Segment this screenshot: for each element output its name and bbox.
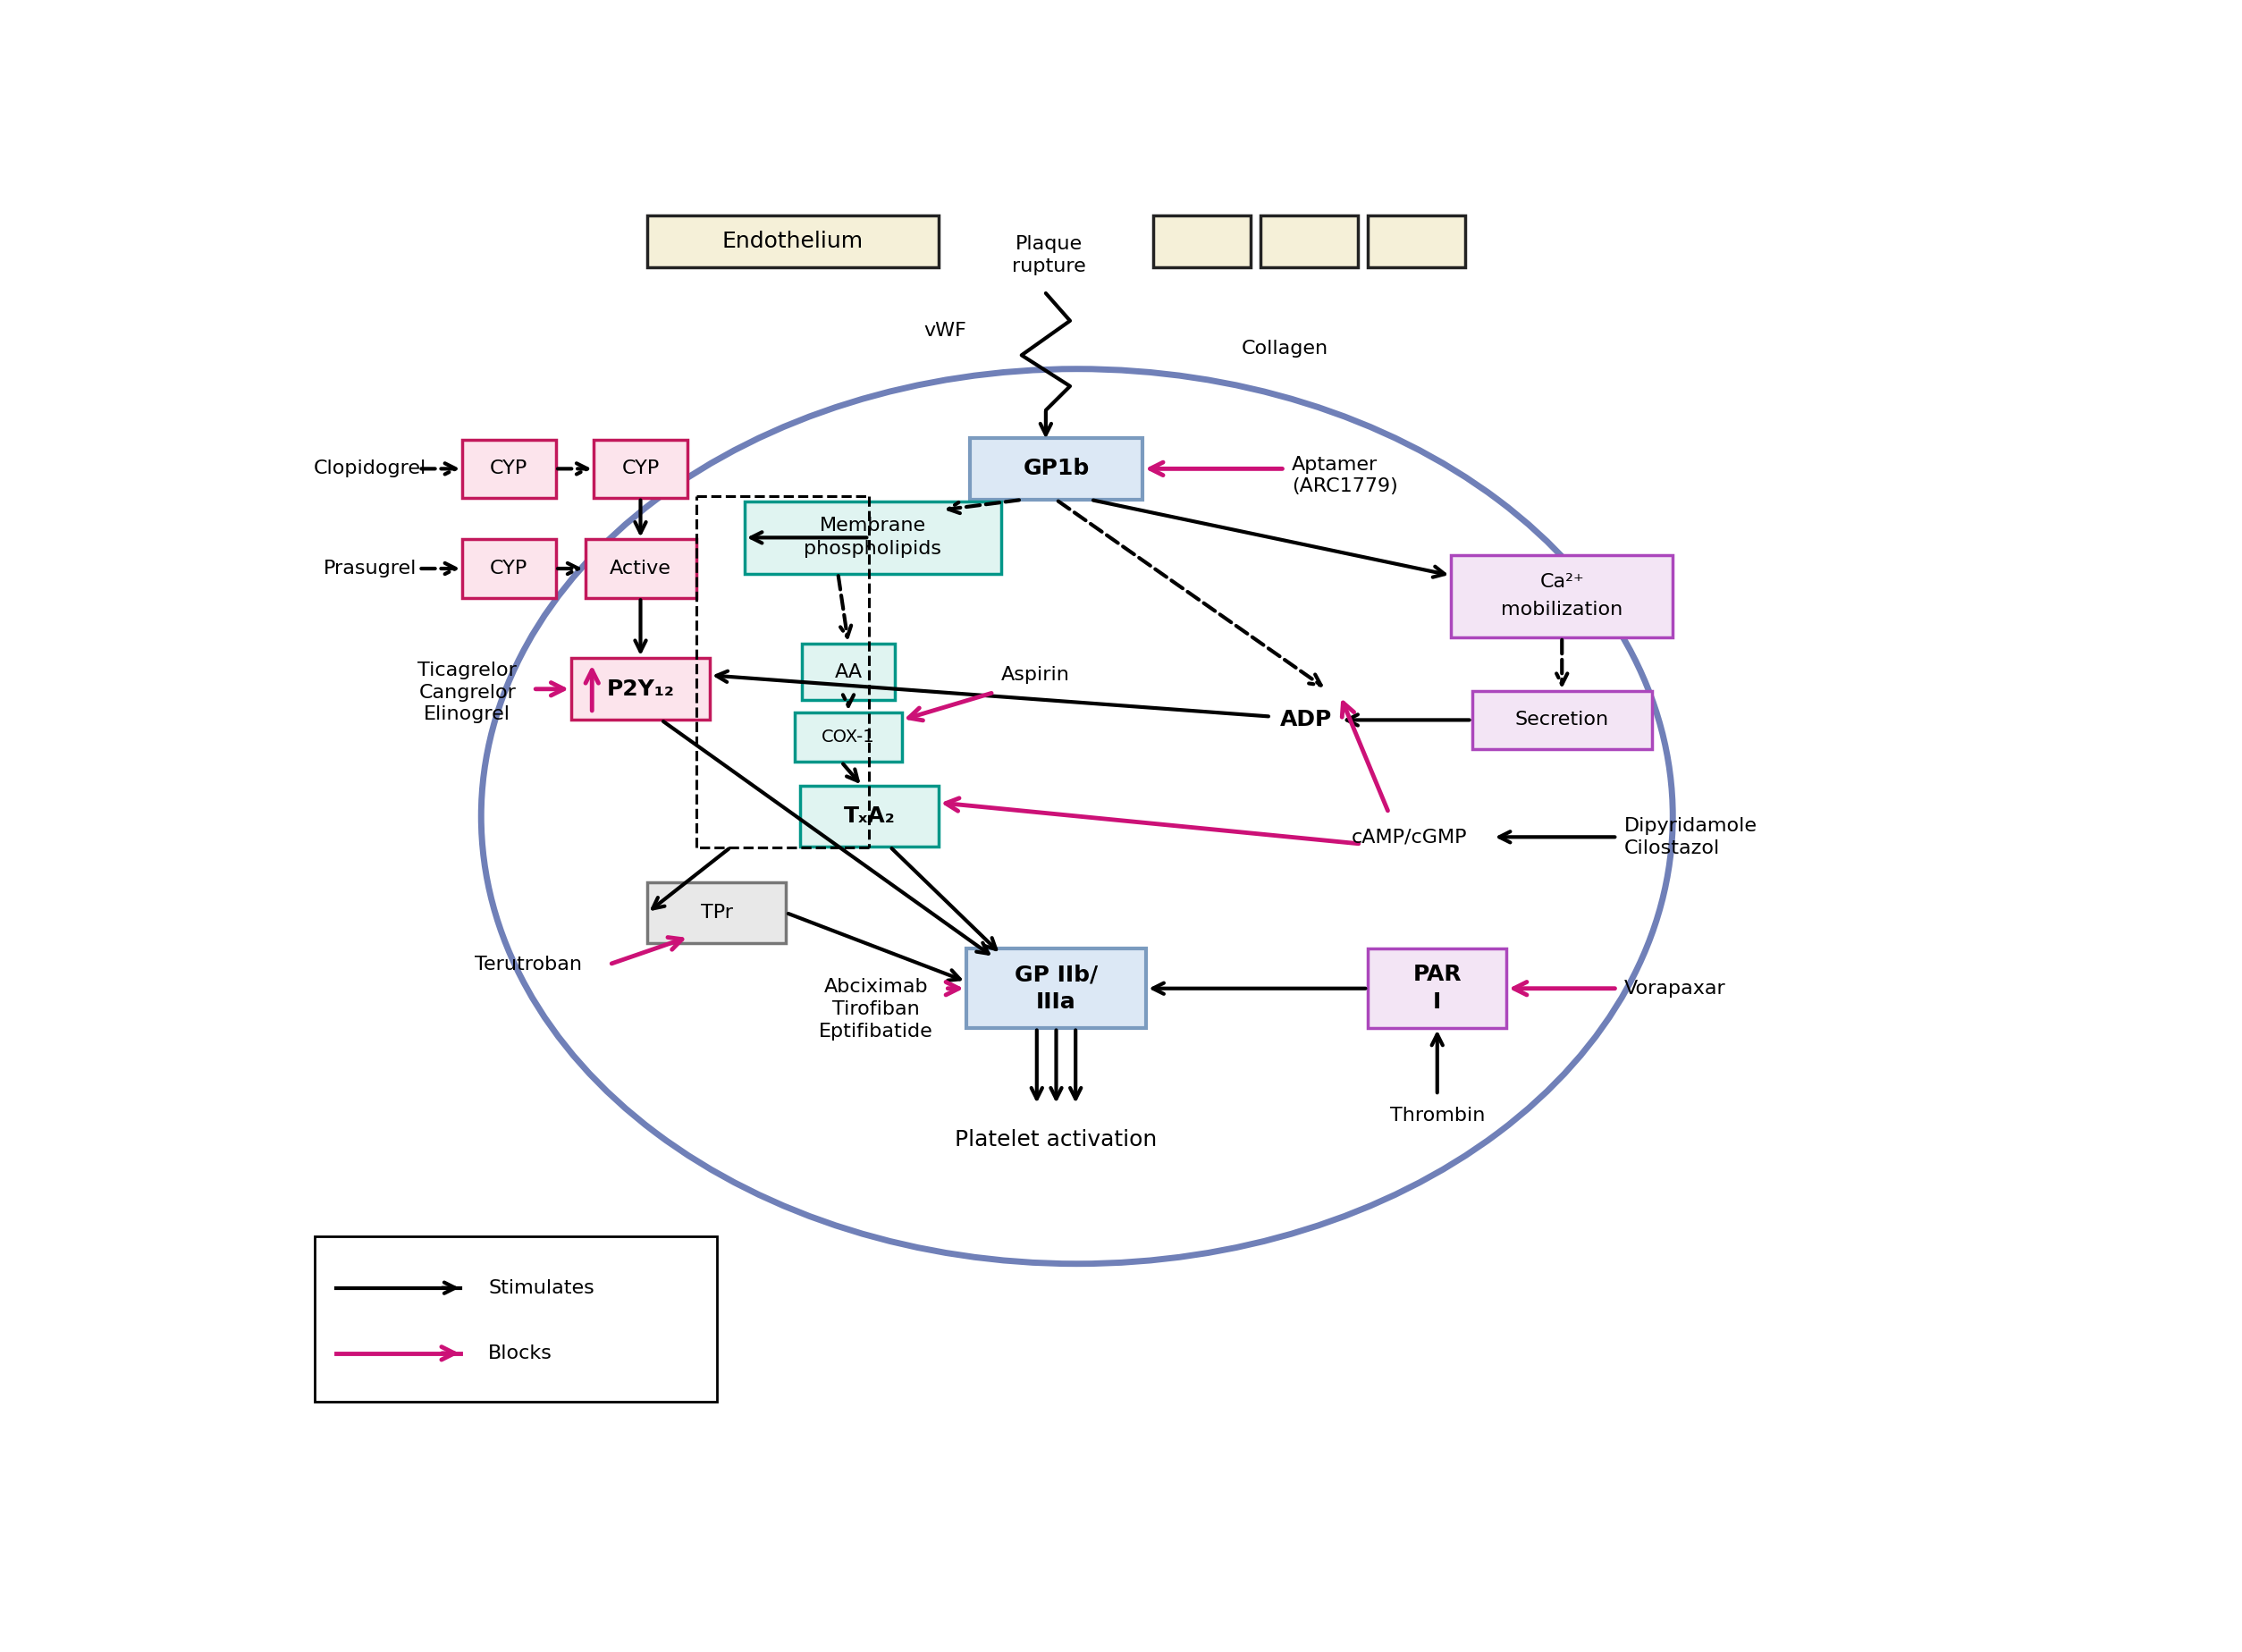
Text: GP1b: GP1b: [1022, 458, 1090, 479]
Text: P2Y₁₂: P2Y₁₂: [608, 679, 675, 700]
FancyBboxPatch shape: [462, 439, 556, 497]
Text: TₓA₂: TₓA₂: [843, 806, 895, 828]
FancyBboxPatch shape: [1368, 216, 1464, 268]
FancyBboxPatch shape: [1260, 216, 1359, 268]
Text: CYP: CYP: [621, 459, 659, 477]
FancyBboxPatch shape: [1451, 555, 1673, 638]
Text: CYP: CYP: [491, 459, 527, 477]
FancyBboxPatch shape: [1471, 691, 1652, 750]
FancyBboxPatch shape: [572, 657, 711, 720]
Text: Membrane: Membrane: [818, 517, 926, 535]
Text: IIIa: IIIa: [1036, 991, 1076, 1013]
Text: Aspirin: Aspirin: [1000, 666, 1069, 684]
Text: Aptamer
(ARC1779): Aptamer (ARC1779): [1291, 456, 1399, 496]
Text: Collagen: Collagen: [1242, 339, 1327, 357]
Text: Ticagrelor
Cangrelor
Elinogrel: Ticagrelor Cangrelor Elinogrel: [417, 661, 518, 724]
Text: Thrombin: Thrombin: [1390, 1107, 1484, 1125]
Text: Endothelium: Endothelium: [722, 231, 863, 253]
Text: Stimulates: Stimulates: [489, 1279, 594, 1297]
Text: phospholipids: phospholipids: [805, 540, 942, 558]
Text: Active: Active: [610, 560, 670, 578]
Text: PAR: PAR: [1412, 965, 1462, 985]
FancyBboxPatch shape: [803, 644, 895, 700]
Text: mobilization: mobilization: [1502, 601, 1623, 620]
FancyBboxPatch shape: [744, 502, 1000, 573]
Text: TPr: TPr: [700, 904, 733, 922]
Text: Prasugrel: Prasugrel: [323, 560, 417, 578]
Text: Platelet activation: Platelet activation: [955, 1130, 1157, 1150]
Text: Plaque
rupture: Plaque rupture: [1013, 235, 1085, 276]
FancyBboxPatch shape: [1152, 216, 1251, 268]
Text: Blocks: Blocks: [489, 1345, 552, 1363]
FancyBboxPatch shape: [314, 1236, 717, 1401]
Text: cAMP/cGMP: cAMP/cGMP: [1352, 828, 1469, 846]
Text: vWF: vWF: [924, 322, 966, 340]
FancyBboxPatch shape: [462, 539, 556, 598]
Text: Abciximab
Tirofiban
Eptifibatide: Abciximab Tirofiban Eptifibatide: [818, 978, 933, 1041]
Text: AA: AA: [834, 662, 863, 681]
FancyBboxPatch shape: [648, 882, 787, 943]
Text: Terutroban: Terutroban: [475, 955, 581, 973]
FancyBboxPatch shape: [648, 216, 939, 268]
FancyBboxPatch shape: [800, 786, 939, 846]
Text: Ca²⁺: Ca²⁺: [1540, 573, 1585, 591]
FancyBboxPatch shape: [594, 439, 688, 497]
Text: Dipyridamole
Cilostazol: Dipyridamole Cilostazol: [1623, 818, 1758, 857]
Text: ADP: ADP: [1280, 709, 1332, 730]
Text: CYP: CYP: [491, 560, 527, 578]
Text: I: I: [1433, 991, 1442, 1013]
FancyBboxPatch shape: [1368, 948, 1507, 1028]
Text: Vorapaxar: Vorapaxar: [1623, 980, 1726, 998]
Text: Clopidogrel: Clopidogrel: [314, 459, 426, 477]
FancyBboxPatch shape: [969, 438, 1143, 499]
FancyBboxPatch shape: [585, 539, 695, 598]
Text: GP IIb/: GP IIb/: [1016, 965, 1099, 985]
Text: Secretion: Secretion: [1516, 710, 1610, 729]
Text: COX-1: COX-1: [823, 729, 874, 745]
FancyBboxPatch shape: [966, 948, 1146, 1028]
FancyBboxPatch shape: [794, 712, 901, 762]
